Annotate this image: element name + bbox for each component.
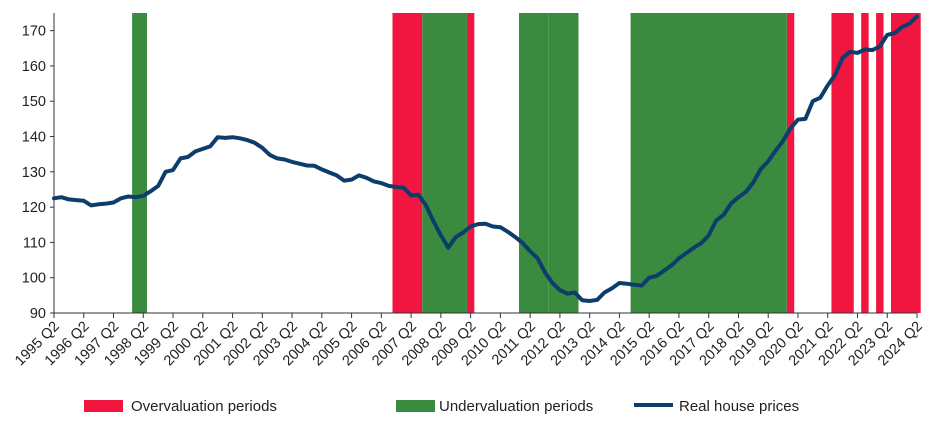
y-tick-label: 130: [22, 165, 46, 181]
y-tick-label: 90: [30, 306, 46, 322]
undervaluation-band: [548, 13, 579, 313]
undervaluation-band: [518, 13, 549, 313]
overvaluation-band: [831, 13, 854, 313]
y-tick-label: 120: [22, 200, 46, 216]
y-tick-label: 150: [22, 94, 46, 110]
overvaluation-band: [786, 13, 795, 313]
overvaluation-band: [392, 13, 423, 313]
undervaluation-band: [132, 13, 147, 313]
overvaluation-band: [861, 13, 869, 313]
legend: Overvaluation periods Undervaluation per…: [84, 398, 799, 415]
y-tick-label: 100: [22, 271, 46, 287]
series-line-real-house-prices: [52, 14, 919, 303]
overvaluation-bands: [392, 13, 921, 313]
undervaluation-band: [630, 13, 787, 313]
legend-swatch-overvaluation: [84, 400, 123, 412]
y-tick-label: 170: [22, 24, 46, 40]
y-tick-label: 140: [22, 130, 46, 146]
undervaluation-band: [422, 13, 467, 313]
legend-swatch-undervaluation: [396, 400, 435, 412]
legend-label-overvaluation: Overvaluation periods: [131, 398, 277, 415]
y-tick-label: 110: [23, 235, 46, 251]
overvaluation-band: [466, 13, 475, 313]
undervaluation-bands: [132, 13, 787, 313]
axes: [53, 13, 917, 314]
y-axis-ticks: 90 100 110 120 130 140 150 160 170: [22, 24, 54, 322]
overvaluation-band: [876, 13, 884, 313]
y-tick-label: 160: [22, 59, 46, 75]
legend-label-undervaluation: Undervaluation periods: [439, 398, 593, 415]
legend-label-real-house-prices: Real house prices: [679, 398, 799, 415]
overvaluation-band: [890, 13, 921, 313]
